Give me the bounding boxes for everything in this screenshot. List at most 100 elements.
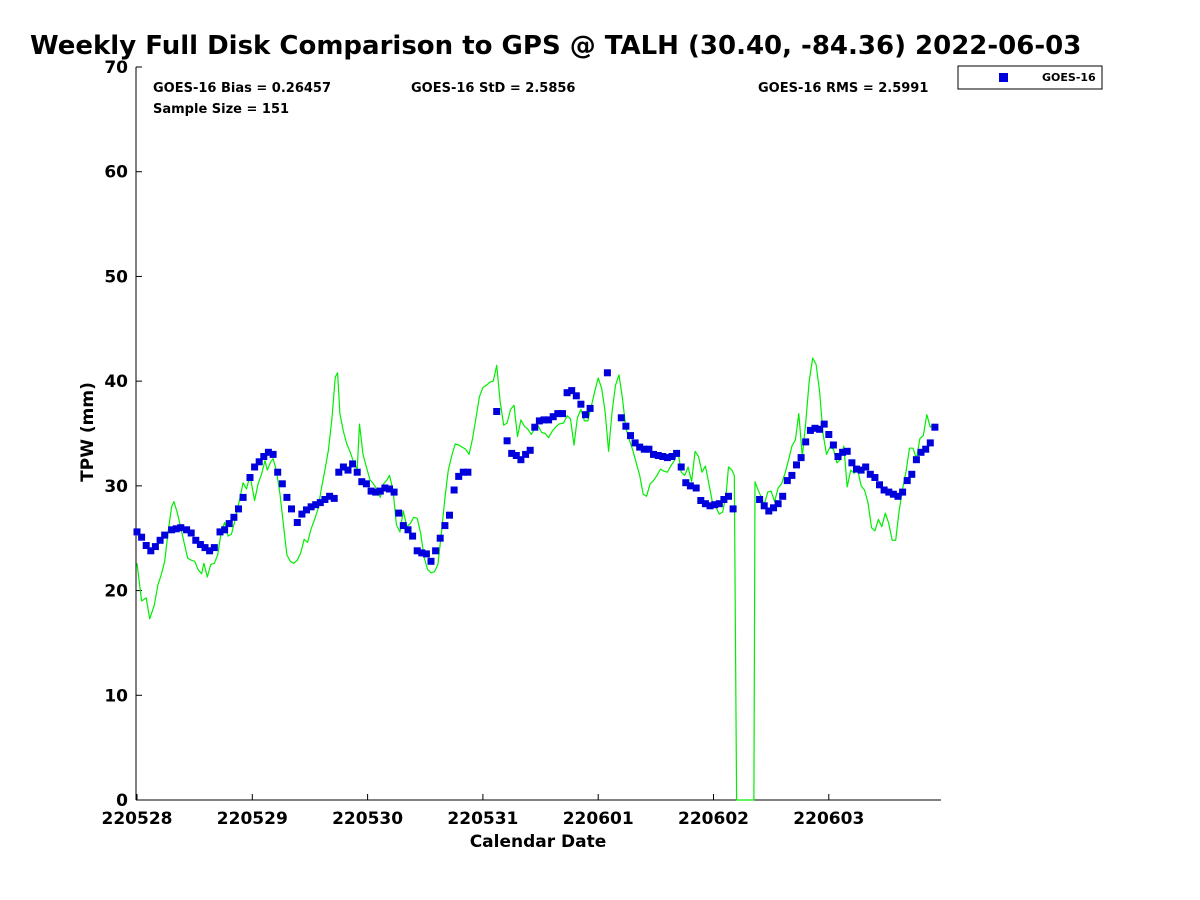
goes-16-point	[563, 389, 571, 397]
goes-16-point	[422, 550, 430, 558]
goes-16-point	[931, 423, 939, 431]
goes-16-point	[802, 438, 810, 446]
goes-16-point	[376, 487, 384, 495]
goes-16-point	[811, 424, 819, 432]
y-axis-ticks: 0 10 20 30 40 50 60 70	[104, 58, 142, 811]
y-tick-label: 20	[104, 582, 128, 602]
goes-16-point	[503, 437, 511, 445]
goes-16-point	[715, 500, 723, 508]
goes-16-point	[201, 544, 209, 552]
goes-16-point	[636, 443, 644, 451]
goes-16-point	[283, 493, 291, 501]
goes-16-point	[540, 416, 548, 424]
goes-16-point	[554, 410, 562, 418]
goes-16-point	[617, 414, 625, 422]
goes-16-point	[399, 522, 407, 530]
goes-16-point	[138, 533, 146, 541]
goes-16-point	[774, 500, 782, 508]
goes-16-point	[255, 458, 263, 466]
goes-16-point	[288, 505, 295, 513]
goes-16-point	[372, 488, 380, 496]
y-tick-label: 40	[104, 372, 128, 392]
legend-label-goes-16: GOES-16	[1042, 71, 1096, 84]
y-tick-label: 30	[104, 477, 128, 497]
stat-bias: GOES-16 Bias = 0.26457	[153, 81, 331, 96]
goes-16-point	[239, 493, 247, 501]
goes-16-point	[586, 404, 594, 412]
goes-16-point	[339, 463, 347, 471]
goes-16-point	[577, 400, 585, 408]
goes-16-point	[133, 528, 141, 536]
goes-16-point	[344, 466, 352, 474]
goes-16-point	[512, 452, 520, 459]
goes-16-point	[432, 547, 440, 555]
goes-16-point	[922, 445, 930, 453]
goes-16-point	[221, 526, 229, 534]
goes-16-point	[531, 423, 539, 431]
goes-16-point	[926, 439, 934, 447]
goes-16-point	[549, 413, 557, 421]
legend-box	[957, 65, 1103, 90]
goes-16-point	[278, 480, 286, 488]
goes-16-point	[806, 426, 814, 434]
goes-16-point	[853, 465, 860, 473]
goes-16-point	[386, 485, 393, 493]
goes-16-point	[151, 543, 159, 551]
goes-16-point	[161, 531, 169, 539]
goes-16-point	[889, 490, 897, 498]
goes-16-point	[899, 488, 907, 496]
goes-16-point	[210, 544, 218, 552]
goes-16-point	[640, 445, 648, 453]
goes-16-point	[711, 501, 719, 509]
goes-16-point	[894, 492, 902, 500]
plot-area-frame	[136, 67, 941, 800]
goes-16-point	[493, 408, 501, 415]
goes-16-point	[147, 547, 155, 555]
goes-16-point	[455, 472, 463, 480]
goes-16-point	[545, 416, 553, 424]
goes-16-point	[729, 505, 737, 513]
goes-16-point	[917, 448, 925, 456]
goes-16-point	[326, 492, 334, 500]
goes-16-point	[436, 534, 444, 542]
goes-16-point	[251, 463, 259, 471]
goes-16-point	[816, 425, 824, 433]
y-tick-label: 60	[104, 163, 128, 183]
x-tick-label: 220530	[332, 809, 403, 829]
goes-16-point	[820, 420, 828, 428]
goes-16-point	[908, 470, 916, 478]
goes-16-point	[673, 449, 681, 457]
goes-16-point	[582, 411, 589, 419]
goes-16-point	[418, 549, 426, 557]
goes-16-point	[246, 474, 254, 481]
goes-16-point	[395, 509, 403, 517]
goes-16-point	[720, 496, 728, 503]
goes-16-point	[871, 474, 879, 481]
x-tick-label: 220602	[678, 809, 749, 829]
goes-16-point	[235, 505, 242, 513]
x-tick-label: 220601	[563, 809, 634, 829]
goes-16-point	[862, 463, 870, 471]
goes-16-point	[848, 459, 856, 467]
goes-16-point	[446, 511, 453, 519]
goes-16-point	[264, 448, 272, 456]
goes-16-point	[183, 526, 191, 534]
goes-16-point	[857, 466, 865, 474]
goes-16-point	[230, 513, 238, 521]
goes-16-point	[225, 520, 233, 528]
goes-16-point	[187, 529, 195, 537]
goes-16-point	[627, 432, 634, 440]
goes-16-point	[839, 448, 847, 456]
goes-16-point	[441, 522, 449, 530]
goes-16-point	[825, 431, 833, 438]
goes-16-point	[260, 453, 268, 460]
goes-16-point	[829, 441, 837, 449]
x-tick-label: 220529	[217, 809, 288, 829]
goes-16-series	[133, 369, 939, 565]
y-tick-label: 50	[104, 267, 128, 287]
goes-16-point	[682, 479, 690, 487]
goes-16-point	[706, 502, 714, 510]
x-tick-label: 220531	[447, 809, 518, 829]
goes-16-point	[834, 453, 842, 460]
